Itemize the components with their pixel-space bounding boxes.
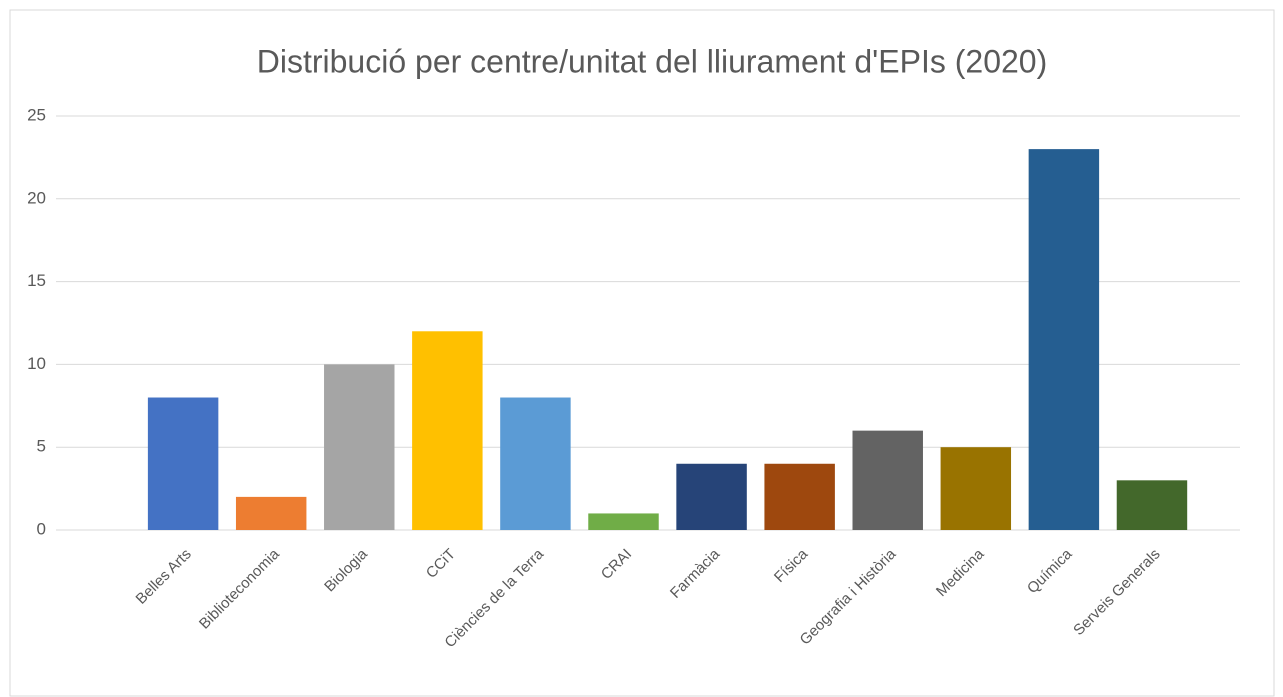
bar: [676, 463, 747, 530]
chart-title: Distribució per centre/unitat del lliura…: [257, 43, 1047, 79]
bar: [852, 430, 923, 530]
y-tick-label: 5: [37, 437, 46, 456]
bar: [412, 331, 483, 530]
bar: [324, 364, 395, 530]
bar: [588, 513, 659, 530]
y-tick-label: 20: [27, 188, 46, 207]
bar: [940, 447, 1012, 530]
bar: [147, 397, 219, 530]
bar: [764, 463, 835, 530]
y-tick-label: 10: [27, 354, 46, 373]
bar: [235, 496, 307, 530]
bar: [1028, 149, 1100, 530]
y-tick-label: 15: [27, 271, 46, 290]
bar: [500, 397, 571, 530]
y-tick-label: 25: [27, 105, 46, 124]
y-tick-label: 0: [37, 519, 46, 538]
bar: [1116, 480, 1188, 530]
